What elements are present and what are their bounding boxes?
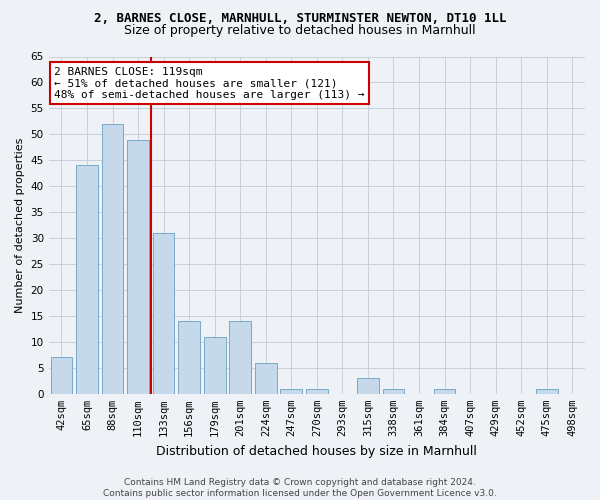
X-axis label: Distribution of detached houses by size in Marnhull: Distribution of detached houses by size … bbox=[157, 444, 477, 458]
Bar bbox=[229, 321, 251, 394]
Text: 2 BARNES CLOSE: 119sqm
← 51% of detached houses are smaller (121)
48% of semi-de: 2 BARNES CLOSE: 119sqm ← 51% of detached… bbox=[54, 66, 365, 100]
Bar bbox=[357, 378, 379, 394]
Bar bbox=[280, 388, 302, 394]
Bar bbox=[306, 388, 328, 394]
Bar bbox=[101, 124, 124, 394]
Bar bbox=[76, 166, 98, 394]
Text: Size of property relative to detached houses in Marnhull: Size of property relative to detached ho… bbox=[124, 24, 476, 37]
Bar bbox=[434, 388, 455, 394]
Bar bbox=[153, 233, 175, 394]
Text: Contains HM Land Registry data © Crown copyright and database right 2024.
Contai: Contains HM Land Registry data © Crown c… bbox=[103, 478, 497, 498]
Bar bbox=[50, 358, 72, 394]
Bar bbox=[255, 362, 277, 394]
Bar bbox=[383, 388, 404, 394]
Y-axis label: Number of detached properties: Number of detached properties bbox=[15, 138, 25, 313]
Text: 2, BARNES CLOSE, MARNHULL, STURMINSTER NEWTON, DT10 1LL: 2, BARNES CLOSE, MARNHULL, STURMINSTER N… bbox=[94, 12, 506, 26]
Bar bbox=[536, 388, 557, 394]
Bar bbox=[204, 336, 226, 394]
Bar bbox=[178, 321, 200, 394]
Bar bbox=[127, 140, 149, 394]
